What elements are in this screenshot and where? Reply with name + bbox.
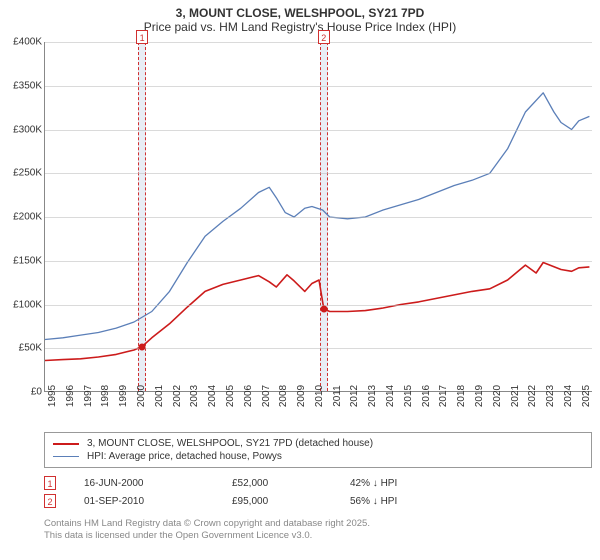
y-tick-label: £0 [2,387,42,398]
x-tick-label: 2002 [172,385,183,407]
y-tick-label: £350K [2,80,42,91]
legend-label: HPI: Average price, detached house, Powy… [87,451,282,462]
title-line-1: 3, MOUNT CLOSE, WELSHPOOL, SY21 7PD [0,6,600,20]
gridline-h [45,261,592,262]
legend-label: 3, MOUNT CLOSE, WELSHPOOL, SY21 7PD (det… [87,438,373,449]
y-tick-label: £250K [2,168,42,179]
sale-dot [320,305,327,312]
x-tick-label: 2019 [474,385,485,407]
legend-swatch [53,443,79,445]
series-price_paid [45,263,589,361]
y-tick-label: £100K [2,299,42,310]
x-tick-label: 1998 [100,385,111,407]
x-tick-label: 2006 [243,385,254,407]
sale-marker: 2 [318,30,330,44]
sales-price: £52,000 [232,478,322,489]
footer-line-1: Contains HM Land Registry data © Crown c… [44,518,592,530]
sales-price: £95,000 [232,496,322,507]
x-tick-label: 2008 [278,385,289,407]
x-tick-label: 2013 [367,385,378,407]
x-tick-label: 1995 [47,385,58,407]
y-tick-label: £200K [2,212,42,223]
sale-dot [139,343,146,350]
x-tick-label: 2011 [332,385,343,407]
x-tick-label: 2020 [492,385,503,407]
footer-line-2: This data is licensed under the Open Gov… [44,530,592,542]
legend-row: 3, MOUNT CLOSE, WELSHPOOL, SY21 7PD (det… [53,437,583,450]
gridline-h [45,217,592,218]
x-tick-label: 2012 [349,385,360,407]
x-tick-label: 2016 [421,385,432,407]
sales-date: 16-JUN-2000 [84,478,204,489]
x-tick-label: 2014 [385,385,396,407]
x-tick-label: 1996 [65,385,76,407]
sales-row: 2 01-SEP-2010 £95,000 56% ↓ HPI [44,492,592,510]
chart-container: 3, MOUNT CLOSE, WELSHPOOL, SY21 7PD Pric… [0,0,600,560]
x-tick-label: 2023 [545,385,556,407]
sales-diff: 42% ↓ HPI [350,478,470,489]
x-tick-label: 2009 [296,385,307,407]
x-tick-label: 2003 [189,385,200,407]
sales-diff: 56% ↓ HPI [350,496,470,507]
x-tick-label: 2015 [403,385,414,407]
legend-row: HPI: Average price, detached house, Powy… [53,450,583,463]
gridline-h [45,173,592,174]
x-tick-label: 2004 [207,385,218,407]
gridline-h [45,348,592,349]
legend-box: 3, MOUNT CLOSE, WELSHPOOL, SY21 7PD (det… [44,432,592,468]
footer-attribution: Contains HM Land Registry data © Crown c… [44,518,592,543]
x-tick-label: 1999 [118,385,129,407]
y-tick-label: £300K [2,124,42,135]
y-tick-label: £400K [2,37,42,48]
x-tick-label: 2017 [438,385,449,407]
x-tick-label: 2005 [225,385,236,407]
title-line-2: Price paid vs. HM Land Registry's House … [0,20,600,34]
x-tick-label: 2000 [136,385,147,407]
gridline-h [45,305,592,306]
chart-plot-area: 12 [44,42,592,392]
sales-index-box: 2 [44,494,56,508]
x-tick-label: 2021 [510,385,521,407]
x-tick-label: 2001 [154,385,165,407]
x-tick-label: 2010 [314,385,325,407]
x-tick-label: 1997 [83,385,94,407]
y-tick-label: £50K [2,343,42,354]
x-tick-label: 2022 [527,385,538,407]
y-tick-label: £150K [2,255,42,266]
x-tick-label: 2018 [456,385,467,407]
title-block: 3, MOUNT CLOSE, WELSHPOOL, SY21 7PD Pric… [0,0,600,36]
sales-date: 01-SEP-2010 [84,496,204,507]
sales-table: 1 16-JUN-2000 £52,000 42% ↓ HPI 2 01-SEP-2010… [44,474,592,510]
gridline-h [45,86,592,87]
sale-marker: 1 [136,30,148,44]
x-tick-label: 2007 [261,385,272,407]
sales-index-box: 1 [44,476,56,490]
x-tick-label: 2025 [581,385,592,407]
gridline-h [45,130,592,131]
legend-swatch [53,456,79,457]
sales-row: 1 16-JUN-2000 £52,000 42% ↓ HPI [44,474,592,492]
x-tick-label: 2024 [563,385,574,407]
